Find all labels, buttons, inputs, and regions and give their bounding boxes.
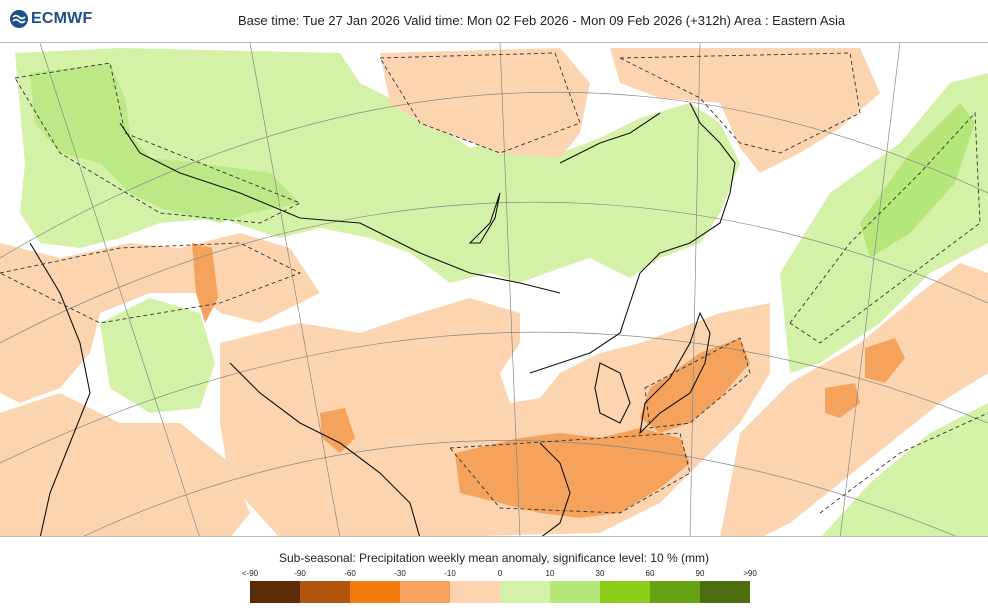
strong-dry-ocean-b xyxy=(865,338,905,383)
legend-tick: >90 xyxy=(743,569,757,578)
wet-anomaly-southeast xyxy=(821,403,988,536)
legend-swatch xyxy=(500,581,550,603)
legend-swatch xyxy=(650,581,700,603)
legend-tick: 30 xyxy=(595,569,605,578)
ecmwf-logo: ECMWF xyxy=(9,9,92,29)
wet-anomaly-central-asia xyxy=(100,298,215,413)
legend-swatch xyxy=(400,581,450,603)
legend-tick: -30 xyxy=(394,569,406,578)
strong-dry-ocean-a xyxy=(825,383,860,418)
graticule xyxy=(0,43,988,536)
strong-dry-japan xyxy=(640,338,750,433)
legend-swatch xyxy=(250,581,300,603)
legend-tick: <-90 xyxy=(241,569,259,578)
strong-dry-sichuan xyxy=(320,408,355,453)
legend-swatch xyxy=(300,581,350,603)
dry-anomaly-northeast xyxy=(610,48,880,173)
legend-tick: 10 xyxy=(545,569,555,578)
legend-title: Sub-seasonal: Precipitation weekly mean … xyxy=(279,551,709,565)
legend-tick: -10 xyxy=(444,569,456,578)
map-area[interactable] xyxy=(0,42,988,537)
dry-anomaly-west xyxy=(0,233,320,403)
ecmwf-logo-icon xyxy=(10,10,28,28)
legend-tick: -60 xyxy=(344,569,356,578)
wet-anomaly-west xyxy=(30,63,300,223)
legend-swatch xyxy=(350,581,400,603)
color-legend: <-90 -90 -60 -30 -10 0 10 30 60 90 >90 xyxy=(242,569,757,605)
legend-tick: 60 xyxy=(645,569,655,578)
wet-anomaly-siberia xyxy=(15,48,740,283)
significance-contours xyxy=(0,52,988,514)
dry-anomaly-north xyxy=(380,48,590,158)
strong-dry-tibet xyxy=(192,243,218,323)
legend-swatch xyxy=(550,581,600,603)
strong-dry-south-china xyxy=(455,428,690,518)
anomaly-map[interactable] xyxy=(0,43,988,537)
legend-swatch xyxy=(600,581,650,603)
legend-tick: -90 xyxy=(294,569,306,578)
legend-swatch xyxy=(450,581,500,603)
coastlines xyxy=(29,102,736,536)
legend-tick: 90 xyxy=(695,569,705,578)
wet-anomaly-pacific-strong xyxy=(860,103,975,258)
logo-text: ECMWF xyxy=(31,10,93,27)
legend-swatch xyxy=(700,581,750,603)
map-title: Base time: Tue 27 Jan 2026 Valid time: M… xyxy=(238,13,846,28)
legend-tick: 0 xyxy=(497,569,503,578)
